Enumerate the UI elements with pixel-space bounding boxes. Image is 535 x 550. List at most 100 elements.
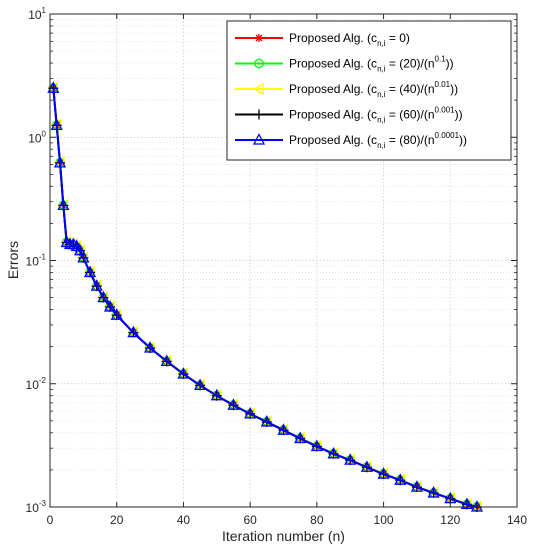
legend-label: Proposed Alg. (cn,i = (40)/(n0.01)): [289, 80, 458, 99]
legend-label-prefix: Proposed Alg. (c: [289, 108, 377, 122]
legend-item: Proposed Alg. (cn,i = (60)/(n0.001)): [235, 106, 463, 125]
y-tick-base: 10: [26, 378, 40, 392]
legend-label-prefix: Proposed Alg. (c: [289, 82, 377, 96]
y-tick-label: 10-3: [26, 499, 47, 515]
legend-swatch-marker: [254, 58, 264, 69]
legend-item: Proposed Alg. (cn,i = (80)/(n0.0001)): [235, 131, 467, 150]
y-tick-base: 10: [26, 255, 40, 269]
series-5-point: [460, 497, 474, 510]
series-5-point: [57, 198, 70, 211]
series-5-point: [260, 415, 273, 427]
legend-label-subscript: n,i: [377, 65, 386, 74]
legend-label-superscript: 0.001: [435, 106, 456, 115]
legend: Proposed Alg. (cn,i = 0)Proposed Alg. (c…: [226, 20, 512, 161]
series-5-point: [327, 446, 340, 459]
series-5-point: [90, 279, 103, 291]
series-5-point: [277, 423, 290, 435]
series-5-point: [294, 431, 307, 444]
series-5-point: [410, 480, 424, 492]
series-5-point: [160, 354, 173, 366]
x-tick-labels: 0 20 40 60 80 100 120 140: [47, 513, 528, 527]
legend-swatch-marker: [255, 34, 263, 42]
series-5-point: [427, 486, 440, 498]
series-5-point: [103, 300, 117, 312]
series-5-point: [47, 81, 60, 93]
x-tick-label: 20: [110, 513, 124, 527]
series-5-point: [127, 325, 140, 338]
legend-label-middle: = (60)/(n: [386, 108, 435, 122]
legend-label-subscript: n,i: [377, 141, 386, 150]
y-tick-exponent: -1: [39, 253, 47, 262]
legend-label-suffix: )): [459, 133, 467, 147]
y-tick-base: 10: [28, 131, 42, 145]
x-tick-label: 0: [47, 513, 54, 527]
legend-label-suffix: )): [450, 82, 458, 96]
series-5-point: [110, 308, 123, 320]
series-5-point: [53, 155, 67, 168]
series-layer: [46, 81, 484, 513]
legend-swatch-marker: [254, 109, 264, 120]
x-tick-label: 140: [507, 513, 527, 527]
legend-label-subscript: n,i: [377, 39, 386, 48]
legend-item: Proposed Alg. (cn,i = (20)/(n0.1)): [235, 55, 454, 74]
series-5-point: [83, 265, 97, 278]
y-tick-label: 10-1: [26, 253, 47, 269]
series-5-point: [210, 388, 223, 401]
series-5-point: [50, 118, 63, 130]
series-5-point: [194, 378, 207, 391]
legend-label-superscript: 0.1: [435, 55, 447, 64]
y-tick-exponent: -2: [39, 376, 47, 385]
series-5-point: [244, 406, 257, 419]
series-5-point: [143, 341, 157, 353]
y-axis-label: Errors: [5, 241, 21, 279]
y-tick-label: 100: [28, 129, 46, 145]
legend-label-superscript: 0.01: [435, 80, 451, 89]
y-tick-exponent: 1: [42, 6, 47, 15]
y-tick-label: 10-2: [26, 376, 47, 392]
series-5-point: [227, 398, 240, 410]
legend-swatch-marker: [252, 133, 266, 145]
legend-label-middle: = (80)/(n: [386, 133, 435, 147]
axis-ticks: [49, 13, 518, 508]
series-5-point: [310, 439, 323, 452]
series-5-point: [394, 473, 407, 485]
legend-item: Proposed Alg. (cn,i = 0): [235, 31, 410, 48]
legend-label-subscript: n,i: [377, 90, 386, 99]
legend-label-suffix: )): [446, 57, 454, 71]
legend-label-prefix: Proposed Alg. (c: [289, 31, 377, 45]
y-tick-exponent: 0: [42, 129, 47, 138]
x-tick-label: 80: [310, 513, 324, 527]
legend-label-superscript: 0.0001: [435, 131, 460, 140]
y-tick-base: 10: [26, 501, 40, 515]
x-axis-label: Iteration number (n): [222, 528, 345, 544]
legend-label-middle: = (20)/(n: [386, 57, 435, 71]
x-tick-label: 40: [177, 513, 191, 527]
legend-label: Proposed Alg. (cn,i = 0): [289, 31, 410, 48]
x-tick-label: 100: [374, 513, 394, 527]
legend-label-suffix: )): [455, 108, 463, 122]
legend-label: Proposed Alg. (cn,i = (20)/(n0.1)): [289, 55, 454, 74]
legend-label-middle: = 0): [386, 31, 410, 45]
series-5-point: [77, 250, 90, 263]
x-tick-label: 120: [440, 513, 460, 527]
legend-label-subscript: n,i: [377, 116, 386, 125]
legend-label: Proposed Alg. (cn,i = (60)/(n0.001)): [289, 106, 463, 125]
series-5-point: [360, 460, 373, 472]
legend-label: Proposed Alg. (cn,i = (80)/(n0.0001)): [289, 131, 467, 150]
legend-label-prefix: Proposed Alg. (c: [289, 133, 377, 147]
series-5-point: [73, 243, 87, 256]
x-tick-label: 60: [243, 513, 257, 527]
series-5: [47, 81, 484, 512]
legend-box: [226, 20, 512, 161]
y-tick-label: 101: [28, 6, 46, 22]
legend-swatch-marker: [252, 82, 264, 96]
series-5-point: [177, 367, 190, 379]
series-5-point: [344, 453, 357, 465]
series-5-point: [470, 500, 484, 512]
y-tick-base: 10: [28, 8, 42, 22]
series-5-point: [97, 290, 110, 303]
legend-item: Proposed Alg. (cn,i = (40)/(n0.01)): [235, 80, 458, 99]
legend-label-middle: = (40)/(n: [386, 82, 435, 96]
y-tick-exponent: -3: [39, 499, 47, 508]
